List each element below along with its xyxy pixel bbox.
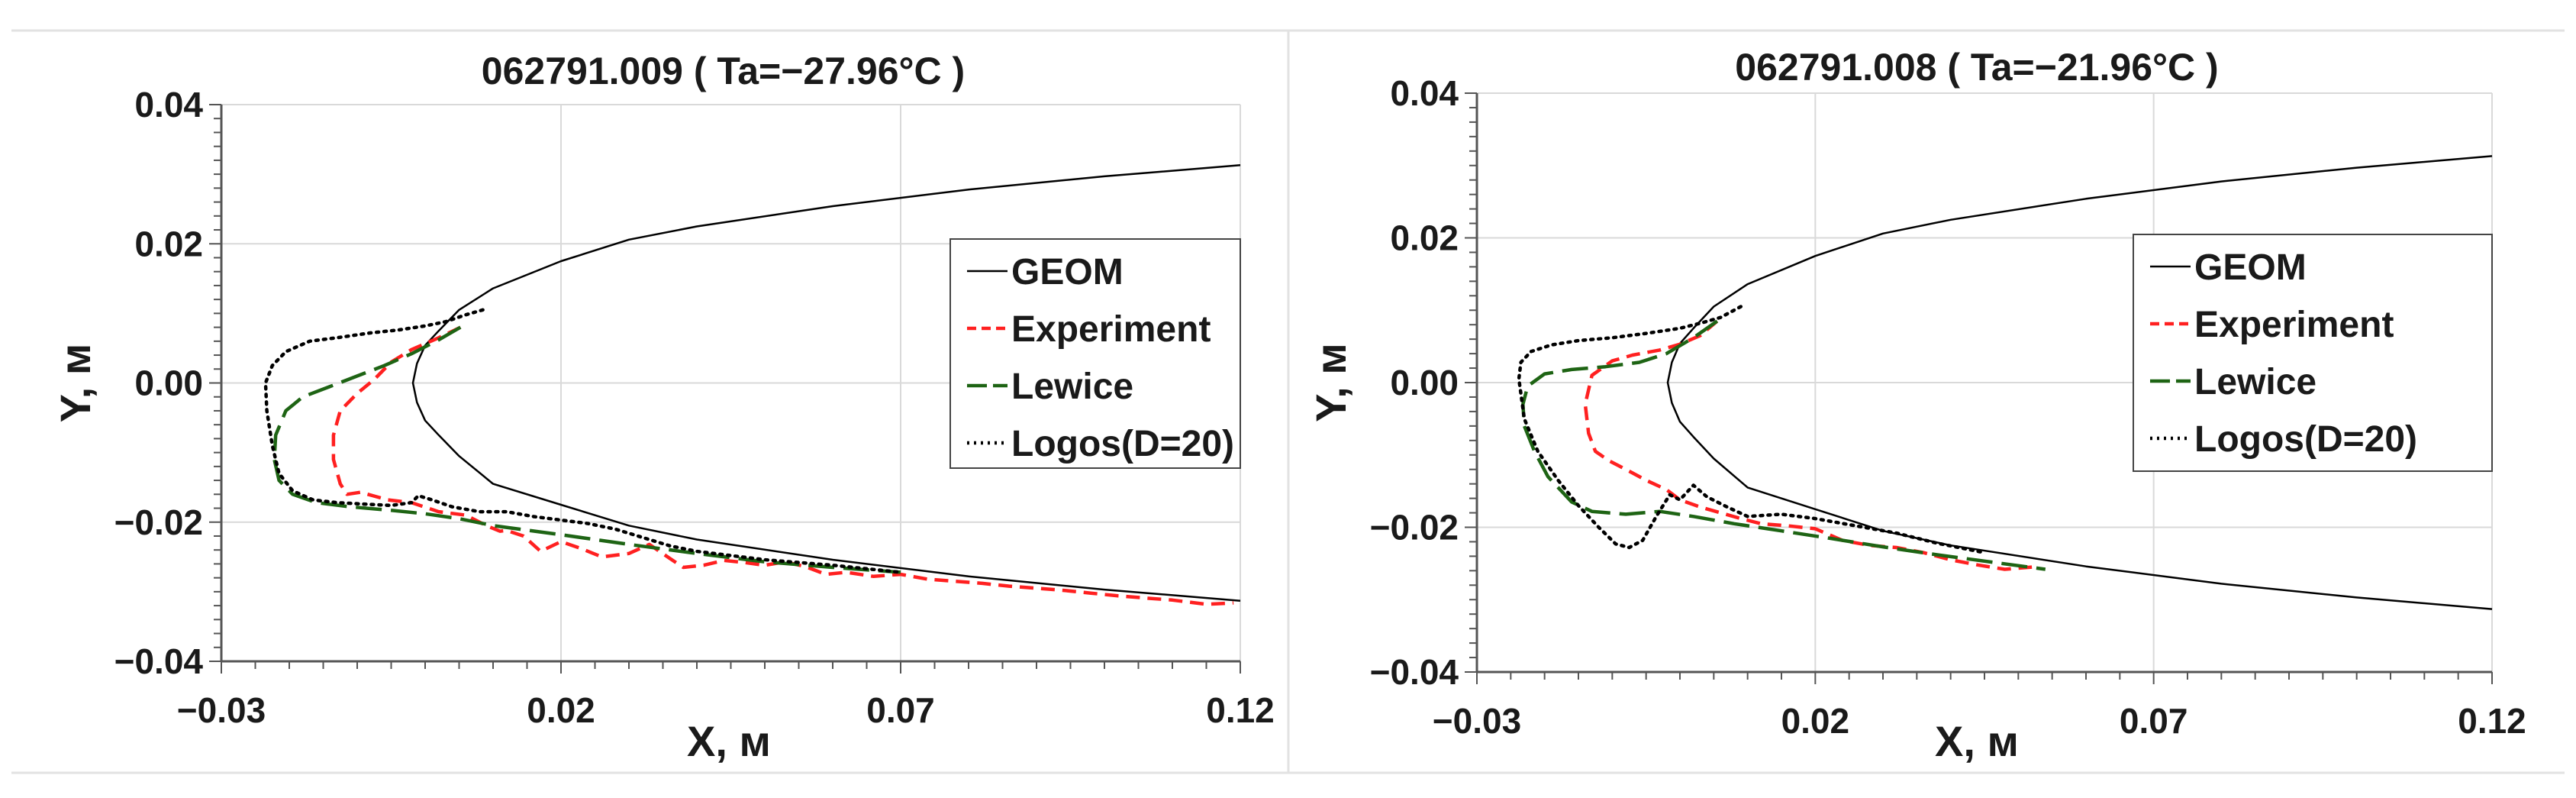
chart-panel-2: 0.04 0.02 0.00 −0.02 −0.04 −0.03 0.02 0.07 0.12 0… [1307, 46, 2526, 765]
x-tick-label: 0.12 [2458, 701, 2526, 741]
y-axis-label: Y, м [1307, 343, 1355, 422]
legend-box [2133, 234, 2493, 472]
x-tick-label: −0.03 [177, 690, 266, 730]
chart-title: 062791.008 ( Ta=−21.96°C ) [1735, 46, 2218, 89]
chart-panel-1: 0.04 0.02 0.00 −0.02 −0.04 −0.03 0.02 0.07 0.12 0… [51, 50, 1275, 765]
x-axis-label: X, м [1935, 717, 2019, 765]
x-axis-label: X, м [687, 717, 771, 765]
y-tick-label: 0.02 [1390, 218, 1459, 258]
legend: GEOM Experiment Lewice Logos(D=20) [2133, 234, 2493, 472]
y-tick-label: 0.02 [134, 224, 203, 263]
legend-label: Experiment [2194, 305, 2394, 345]
y-tick-label: 0.00 [1390, 363, 1459, 402]
series-line-lewice [1521, 319, 2046, 571]
legend: GEOM Experiment Lewice Logos(D=20) [949, 238, 1241, 469]
y-axis-label: Y, м [51, 344, 99, 423]
legend-label: Logos(D=20) [1011, 424, 1234, 464]
series-line-geom [411, 164, 1241, 602]
series-line-logos-d-20 [263, 308, 903, 574]
legend-label: Lewice [2194, 362, 2316, 402]
legend-label: GEOM [2194, 247, 2307, 288]
y-tick-label: −0.04 [1370, 652, 1459, 692]
x-tick-label: 0.02 [1781, 701, 1850, 741]
series-line-lewice [272, 325, 901, 574]
y-tick-label: −0.04 [114, 641, 204, 681]
x-tick-label: 0.07 [2120, 701, 2188, 741]
x-tick-label: 0.02 [527, 690, 595, 730]
legend-label: Logos(D=20) [2194, 419, 2417, 460]
y-tick-label: −0.02 [114, 502, 203, 542]
x-tick-label: −0.03 [1433, 701, 1521, 741]
y-tick-label: 0.04 [134, 85, 203, 124]
legend-label: Experiment [1011, 309, 1211, 350]
series-line-logos-d-20 [1517, 305, 1987, 554]
y-tick-label: −0.02 [1370, 508, 1459, 548]
x-tick-label: 0.12 [1206, 690, 1275, 730]
series-line-experiment [331, 325, 1234, 606]
legend-box [949, 238, 1241, 469]
y-tick-label: 0.04 [1390, 73, 1459, 113]
y-tick-label: 0.00 [134, 363, 203, 403]
legend-label: GEOM [1011, 252, 1124, 292]
x-tick-label: 0.07 [866, 690, 935, 730]
chart-title: 062791.009 ( Ta=−27.96°C ) [482, 50, 965, 92]
legend-label: Lewice [1011, 367, 1133, 407]
